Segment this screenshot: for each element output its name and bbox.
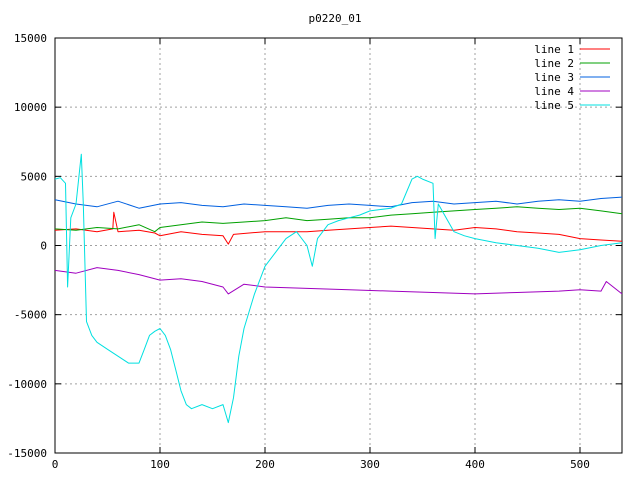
- chart-title: p0220_01: [309, 12, 362, 25]
- y-tick-label: -15000: [7, 447, 47, 460]
- legend-label-1: line 1: [534, 43, 574, 56]
- series-line-3: [54, 196, 623, 209]
- y-tick-label: 15000: [14, 32, 47, 45]
- legend-label-3: line 3: [534, 71, 574, 84]
- legend-label-2: line 2: [534, 57, 574, 70]
- series-line-4: [54, 267, 623, 295]
- legend-label-4: line 4: [534, 85, 574, 98]
- x-tick-label: 200: [255, 458, 275, 471]
- grid: [55, 38, 622, 453]
- y-tick-label: 10000: [14, 101, 47, 114]
- series-line-5: [54, 153, 623, 424]
- axes: 0 100 200 300 400 500 -15000 -10000 -5000 0 5000 10…: [7, 32, 623, 471]
- series-lines: [54, 153, 623, 424]
- y-tick-label: -10000: [7, 378, 47, 391]
- series-line-2: [54, 206, 623, 233]
- x-tick-label: 0: [52, 458, 59, 471]
- y-tick-label: 0: [40, 240, 47, 253]
- series-line-1: [54, 211, 623, 245]
- y-tick-label: -5000: [14, 309, 47, 322]
- y-tick-label: 5000: [21, 170, 48, 183]
- x-tick-label: 300: [360, 458, 380, 471]
- x-tick-label: 400: [465, 458, 485, 471]
- legend-label-5: line 5: [534, 99, 574, 112]
- x-tick-label: 100: [150, 458, 170, 471]
- x-tick-label: 500: [570, 458, 590, 471]
